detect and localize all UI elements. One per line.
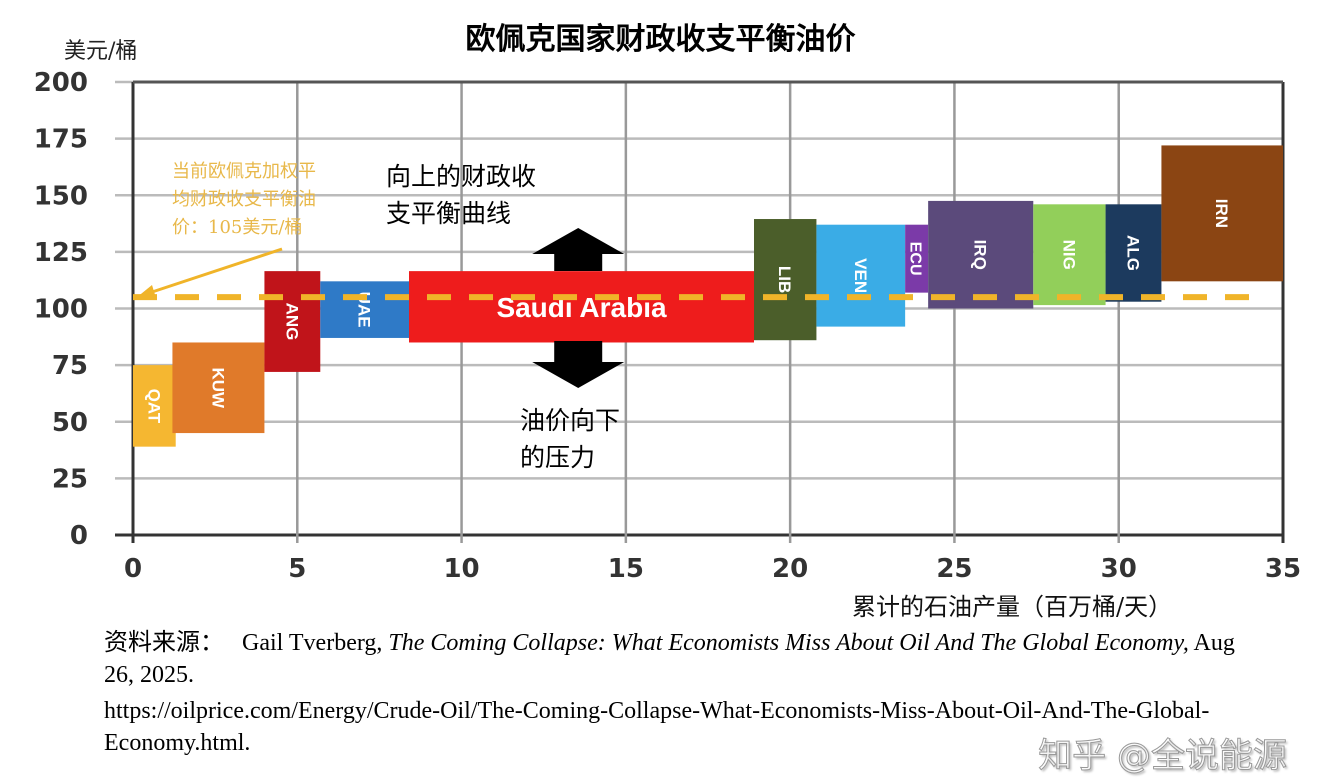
bar-label: KUW xyxy=(208,367,227,409)
bar-label: NIG xyxy=(1059,240,1078,270)
bar-label: QAT xyxy=(144,389,163,424)
bar-qat xyxy=(133,365,176,447)
bar-label: LIB xyxy=(775,266,794,293)
x-tick-label: 15 xyxy=(608,554,644,584)
bar-irn xyxy=(1161,145,1283,282)
x-axis-label: 累计的石油产量（百万桶/天） xyxy=(852,593,1173,621)
annotation-line: 向上的财政收 xyxy=(386,162,537,191)
annotation-upward: 向上的财政收 支平衡曲线 xyxy=(386,158,536,232)
down-arrow-icon xyxy=(532,341,625,388)
annotation-arrow xyxy=(139,247,283,298)
y-tick-label: 200 xyxy=(34,68,88,98)
bar-label: ECU xyxy=(907,242,925,276)
x-tick-label: 5 xyxy=(288,554,306,584)
bar-label: UAE xyxy=(355,292,374,328)
source-citation: 资料来源： Gail Tverberg, The Coming Collapse… xyxy=(104,626,1254,691)
chart-plot: 0 25 50 75 100 125 150 175 200 0 5 10 15 20 25 30 35 QAT K… xyxy=(34,68,1301,584)
y-tick-label: 100 xyxy=(34,295,88,325)
x-tick-label: 30 xyxy=(1101,554,1137,584)
y-tick-label: 125 xyxy=(34,238,88,268)
bar-ecu xyxy=(905,224,929,293)
annotation-downward: 油价向下 的压力 xyxy=(520,402,620,476)
bar-label: ALG xyxy=(1124,235,1143,271)
annotation-line: 均财政收支平衡油 xyxy=(172,189,316,210)
up-arrow-icon xyxy=(532,228,625,271)
annotation-opec-average: 当前欧佩克加权平 均财政收支平衡油 价：105美元/桶 xyxy=(172,158,316,242)
annotation-line: 价：105美元/桶 xyxy=(172,217,303,238)
x-tick-label: 0 xyxy=(124,554,142,584)
y-tick-label: 25 xyxy=(52,464,88,494)
x-tick-label: 20 xyxy=(772,554,808,584)
annotation-line: 的压力 xyxy=(520,443,596,472)
bar-nig xyxy=(1033,204,1106,306)
y-tick-label: 75 xyxy=(52,351,88,381)
y-tick-label: 0 xyxy=(70,521,88,551)
y-tick-label: 50 xyxy=(52,408,88,438)
bar-label: ANG xyxy=(282,303,301,341)
bar-lib xyxy=(754,219,817,341)
y-tick-label: 175 xyxy=(34,125,88,155)
x-tick-label: 25 xyxy=(936,554,972,584)
bar-label: IRQ xyxy=(971,240,990,270)
annotation-line: 当前欧佩克加权平 xyxy=(172,161,316,182)
chart-title: 欧佩克国家财政收支平衡油价 xyxy=(465,22,856,57)
bar-irq xyxy=(928,200,1034,309)
source-work: The Coming Collapse: What Economists Mis… xyxy=(388,630,1189,656)
x-tick-label: 35 xyxy=(1265,554,1301,584)
source-prefix: 资料来源： xyxy=(104,628,224,656)
source-date: Aug 26, 2025. xyxy=(104,630,1235,688)
bar-label: IRN xyxy=(1212,199,1231,228)
annotation-line: 支平衡曲线 xyxy=(386,199,512,228)
annotation-arrowhead xyxy=(136,285,156,298)
annotation-line: 油价向下 xyxy=(520,406,621,435)
bar-ven xyxy=(816,224,906,327)
watermark: 知乎 @全说能源 xyxy=(1038,736,1288,777)
bar-ang xyxy=(264,271,321,372)
bar-uae xyxy=(320,281,409,338)
x-tick-label: 10 xyxy=(443,554,479,584)
source-author: Gail Tverberg, xyxy=(242,630,389,656)
bar-saudi-arabia xyxy=(409,271,754,343)
y-axis-label: 美元/桶 xyxy=(64,39,138,64)
bar-alg xyxy=(1105,204,1162,302)
source-block: 资料来源： Gail Tverberg, The Coming Collapse… xyxy=(104,626,1254,759)
bar-kuw xyxy=(172,342,265,434)
bar-label: VEN xyxy=(851,258,870,293)
source-url: https://oilprice.com/Energy/Crude-Oil/Th… xyxy=(104,698,1210,756)
y-tick-label: 150 xyxy=(34,181,88,211)
